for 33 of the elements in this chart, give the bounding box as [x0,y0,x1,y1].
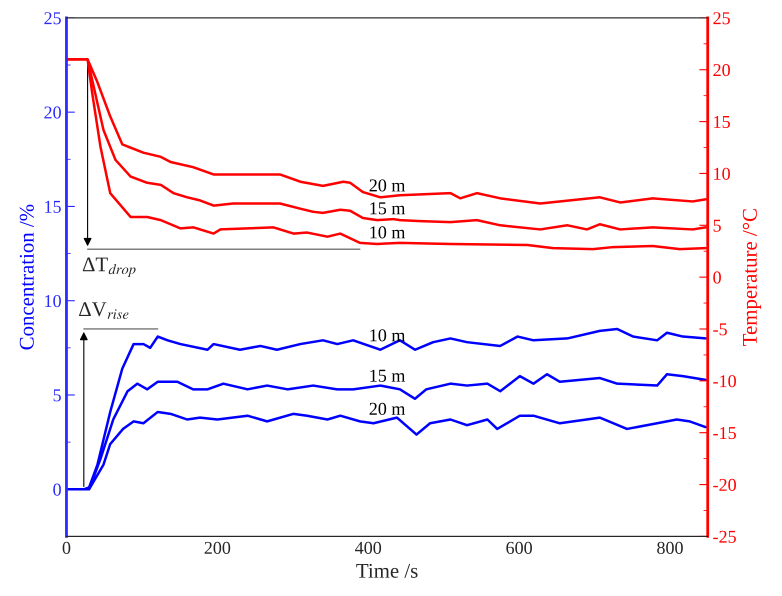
y2-tick-label: 15 [714,116,730,128]
y2-tick-label: 5 [714,220,721,232]
series-label: 10 m [370,226,406,238]
x-tick-label: 400 [355,542,382,554]
y2-tick-label: -20 [713,478,736,491]
x-tick-label: 0 [62,542,70,554]
x-tick-label: 200 [204,542,230,554]
series-label: 10 m [370,329,406,342]
y2-tick-label: 10 [714,168,730,180]
y-tick-label: 10 [45,294,61,308]
y-tick-label: 15 [45,200,61,213]
annotation: ΔV$_{rise}$ [79,302,128,319]
x-tick-label: 600 [506,542,532,554]
series-label: 15 m [370,370,406,382]
y2-tick-label: 20 [713,64,730,76]
y-tick-label: 20 [44,106,61,119]
x-tick-label: 800 [657,542,683,554]
y-tick-label: 25 [44,12,61,24]
y2-tick-label: -15 [713,427,736,440]
y2-tick-label: -5 [713,323,727,336]
y2-tick-label: 25 [713,12,730,24]
y2-tick-label: -25 [713,530,736,543]
series-label: 20 m [370,179,406,192]
y-tick-label: 0 [53,484,61,496]
y-tick-label: 5 [54,389,61,402]
x-axis-title: Time /s [356,564,418,578]
series-label: 20 m [370,402,406,415]
y2-axis-title: Temperature /°C [742,209,762,346]
annotation: ΔT$_{drop}$ [82,257,136,277]
series-label: 15 m [370,202,406,214]
y2-tick-label: -10 [713,375,736,388]
y2-tick-label: 0 [713,271,721,284]
y-axis-title: Concentration /% [20,204,34,350]
